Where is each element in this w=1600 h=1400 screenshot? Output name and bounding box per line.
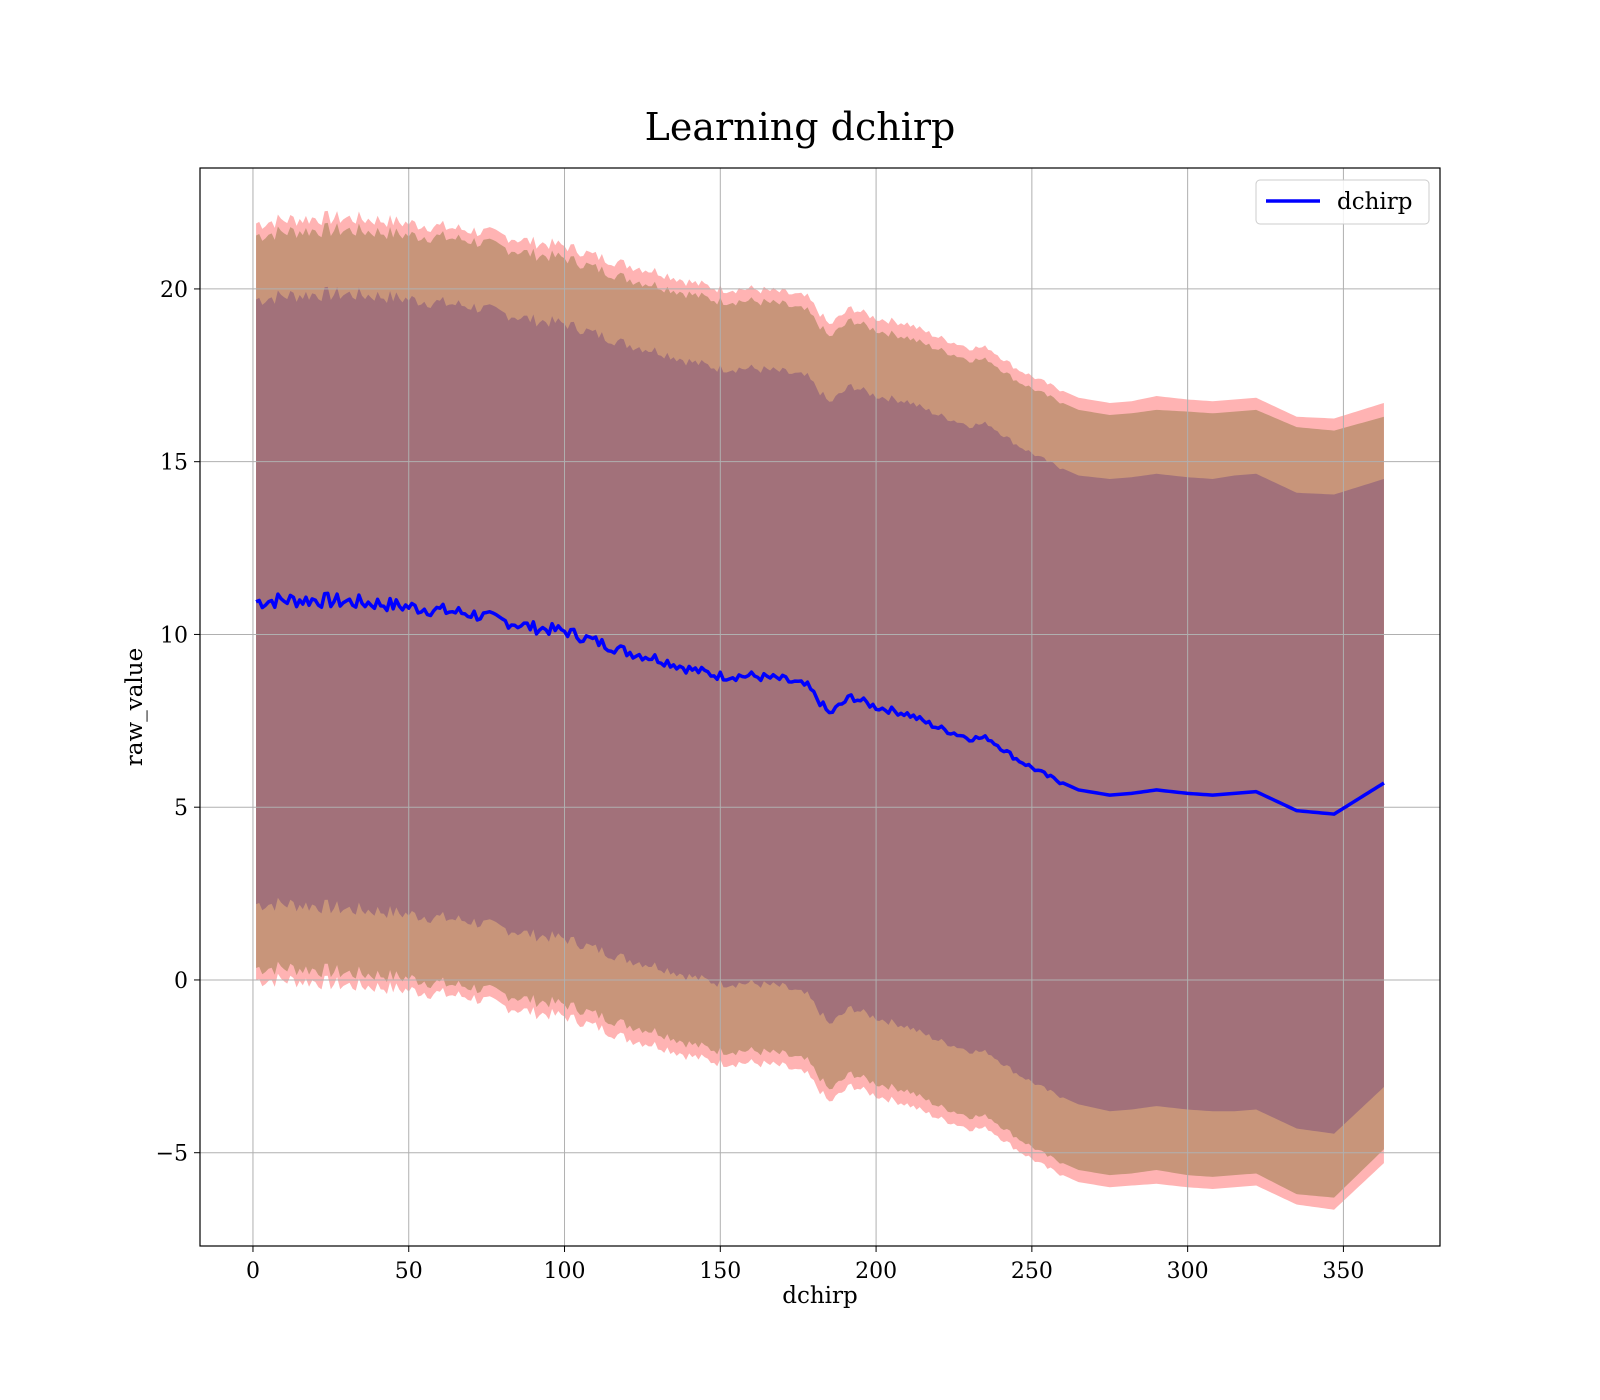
plot-frame (199, 167, 1441, 1247)
x-axis-label: dchirp (782, 1283, 858, 1309)
grid (200, 168, 1440, 1246)
y-tick-label: 20 (160, 278, 188, 303)
y-tick-label: 10 (160, 623, 188, 648)
x-axis-ticks: 0 50 100 150 200 250 300 350 (246, 1246, 1364, 1284)
y-axis-label: raw_value (122, 648, 148, 766)
confidence-band-inner (256, 286, 1384, 1134)
plot-area (199, 167, 1441, 1247)
x-tick-label: 350 (1322, 1259, 1364, 1284)
chart-title: Learning dchirp (645, 105, 956, 149)
legend-label-dchirp: dchirp (1337, 189, 1413, 215)
x-tick-label: 0 (246, 1259, 260, 1284)
x-tick-label: 50 (395, 1259, 423, 1284)
x-tick-label: 150 (699, 1259, 741, 1284)
x-tick-label: 200 (855, 1259, 897, 1284)
x-tick-label: 250 (1011, 1259, 1053, 1284)
legend: dchirp (1255, 179, 1430, 225)
y-tick-label: 5 (174, 796, 188, 821)
y-axis-ticks: −5 0 5 10 15 20 (156, 278, 200, 1167)
y-tick-label: −5 (156, 1142, 188, 1167)
legend-box (1255, 179, 1430, 225)
x-tick-label: 100 (544, 1259, 586, 1284)
y-tick-label: 0 (174, 969, 188, 994)
confidence-bands (256, 210, 1384, 1210)
x-tick-label: 300 (1167, 1259, 1209, 1284)
series-line-dchirp (255, 591, 1385, 816)
y-tick-label: 15 (160, 451, 188, 476)
